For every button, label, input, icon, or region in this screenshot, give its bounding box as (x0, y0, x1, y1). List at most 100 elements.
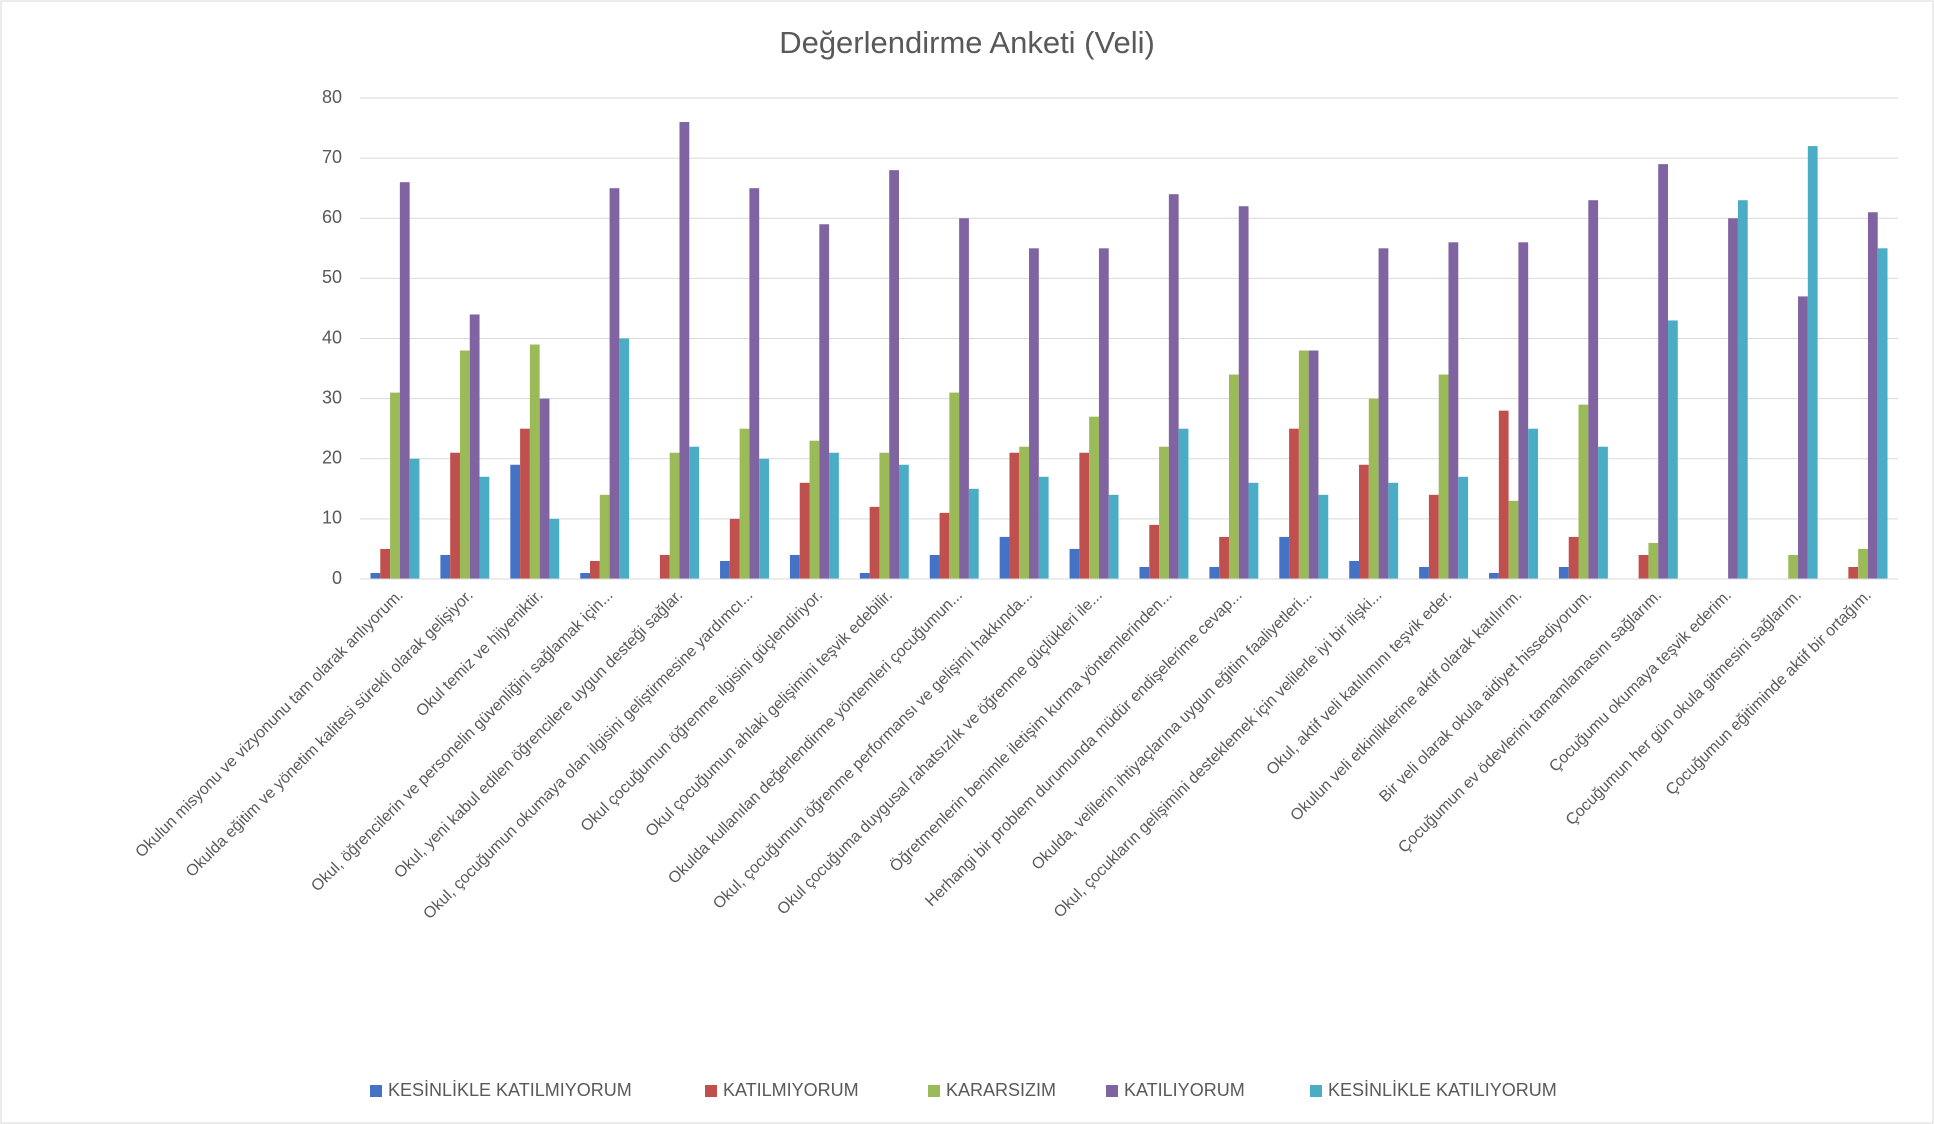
bar (879, 452, 890, 579)
y-tick-label: 60 (322, 207, 342, 227)
bar (1238, 206, 1249, 579)
bar (1428, 494, 1439, 579)
bar (720, 560, 730, 579)
bar (1289, 428, 1299, 579)
bar (659, 554, 670, 579)
bar (370, 572, 381, 579)
bar (390, 392, 400, 579)
bar (1089, 416, 1099, 579)
y-tick-label: 30 (322, 387, 342, 407)
bar (809, 440, 820, 579)
bar (999, 536, 1010, 579)
bar (1798, 296, 1808, 579)
bar (689, 446, 700, 579)
bar (1867, 212, 1878, 580)
bar (889, 170, 899, 579)
legend-label: KESİNLİKLE KATILMIYORUM (388, 1080, 632, 1100)
bar (1019, 446, 1030, 579)
bar (1378, 248, 1389, 579)
bar (1578, 404, 1589, 579)
y-tick-label: 10 (322, 508, 342, 528)
bar (1159, 446, 1169, 579)
bar (1648, 542, 1659, 579)
bar (1598, 446, 1608, 579)
bar (1438, 374, 1449, 579)
bar (1848, 566, 1859, 579)
bar (1149, 524, 1160, 579)
bar (1498, 410, 1509, 579)
bar (409, 458, 420, 579)
legend-swatch (928, 1085, 940, 1097)
bar (1667, 320, 1678, 579)
bar (580, 572, 591, 579)
bar (459, 350, 470, 579)
bar (1038, 476, 1049, 579)
bar (1508, 500, 1519, 579)
legend-swatch (1106, 1085, 1118, 1097)
bar (1858, 548, 1868, 579)
bar (939, 512, 950, 579)
bar (520, 428, 530, 579)
bar (450, 452, 460, 579)
bar (1009, 452, 1020, 579)
bar (1168, 194, 1179, 579)
bar (949, 392, 960, 579)
bar (1388, 482, 1399, 579)
bar (1448, 242, 1459, 580)
bar (749, 188, 760, 579)
bar (1219, 536, 1229, 579)
bar (759, 458, 769, 579)
bar (959, 218, 969, 579)
legend-swatch (705, 1085, 717, 1097)
bar (1349, 560, 1360, 579)
bar (469, 314, 480, 579)
bar (1588, 200, 1599, 579)
y-tick-label: 40 (322, 327, 342, 347)
bar (1308, 350, 1319, 579)
bar (1558, 566, 1569, 579)
bar (1279, 536, 1290, 579)
bar (380, 548, 391, 579)
y-tick-label: 20 (322, 448, 342, 468)
legend-label: KATILIYORUM (1124, 1080, 1245, 1100)
bar (1248, 482, 1259, 579)
bar (1638, 554, 1649, 579)
bar (739, 428, 750, 579)
legend-swatch (370, 1085, 382, 1097)
bar (1178, 428, 1189, 579)
legend-label: KESİNLİKLE KATILIYORUM (1328, 1080, 1557, 1100)
bar (1368, 398, 1379, 579)
bar (1069, 548, 1080, 579)
bar (1518, 242, 1529, 580)
bar (859, 572, 870, 579)
bar (1788, 554, 1799, 579)
bar (1029, 248, 1039, 579)
y-tick-label: 0 (332, 568, 342, 588)
bar (1728, 218, 1738, 579)
bar (929, 554, 940, 579)
bar (1658, 164, 1668, 579)
bar (789, 554, 800, 579)
bar (799, 482, 810, 579)
bar (1298, 350, 1309, 579)
bar (669, 452, 680, 579)
bar (869, 506, 880, 579)
legend-label: KATILMIYORUM (723, 1080, 859, 1100)
bar (1419, 566, 1429, 579)
bar (619, 338, 630, 579)
bar (1877, 248, 1888, 579)
bar (1139, 566, 1150, 579)
bar (529, 344, 540, 579)
bar (1098, 248, 1109, 579)
bar (1108, 494, 1119, 579)
bar (1228, 374, 1239, 579)
bar (729, 518, 740, 579)
bar (440, 554, 451, 579)
bar (1737, 200, 1748, 579)
bar (1209, 566, 1220, 579)
bar (898, 464, 909, 579)
chart-title: Değerlendirme Anketi (Veli) (779, 25, 1155, 60)
legend-label: KARARSIZIM (946, 1080, 1056, 1100)
bar (609, 188, 620, 579)
